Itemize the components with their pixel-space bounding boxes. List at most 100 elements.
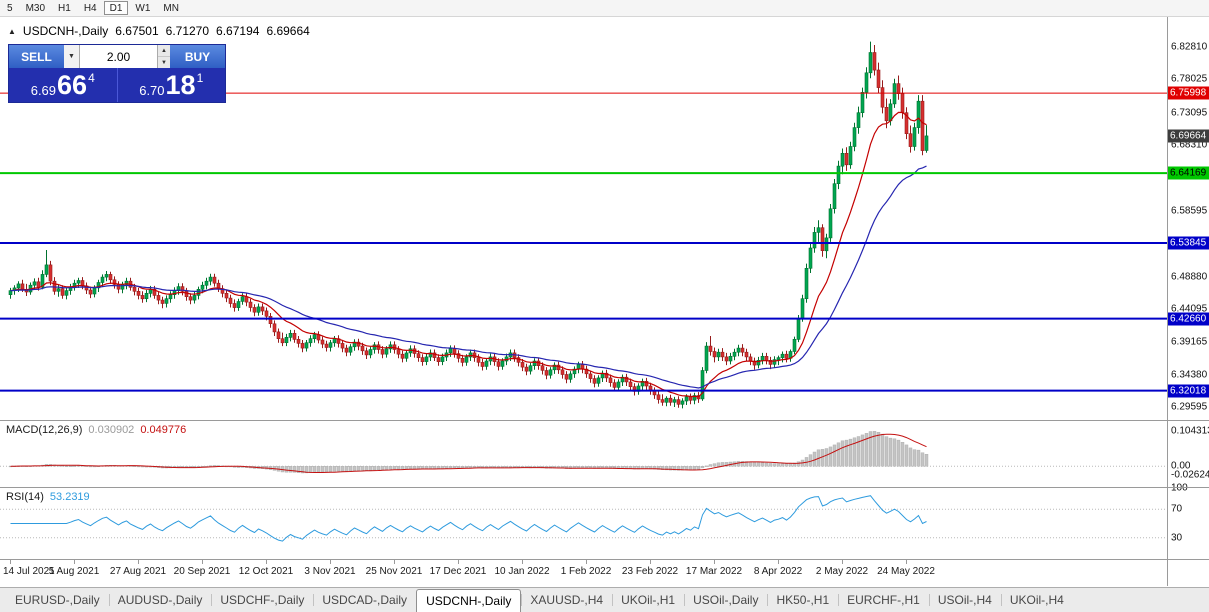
volume-increase-button[interactable]: ▲: [158, 45, 170, 57]
chart-tab-ukoil-h1[interactable]: UKOil-,H1: [612, 588, 684, 612]
price-axis-tick: 6.78025: [1171, 73, 1208, 85]
date-axis-label: 23 Feb 2022: [621, 566, 679, 577]
ohlc-close-value: 6.69664: [266, 24, 310, 38]
ma-fast-line: [10, 111, 927, 398]
buy-button[interactable]: BUY: [170, 45, 225, 68]
chart-tab-ukoil-h4[interactable]: UKOil-,H4: [1000, 588, 1073, 612]
buy-price-prefix: 6.70: [139, 83, 165, 98]
price-axis[interactable]: 6.828106.780256.730956.683106.635256.585…: [1167, 17, 1209, 586]
date-axis-label: 27 Aug 2021: [109, 566, 167, 577]
volume-dropdown-button[interactable]: ▼: [64, 45, 80, 68]
one-click-trading-panel: SELL ▼ ▲ ▼ BUY 6.69 66 4 6.70 18 1: [8, 44, 226, 103]
rsi-axis-tick: 30: [1171, 532, 1183, 544]
date-axis-label: 5 Aug 2021: [48, 566, 100, 577]
chart-tab-audusd-daily[interactable]: AUDUSD-,Daily: [108, 588, 212, 612]
date-axis[interactable]: 14 Jul 2021 5 Aug 2021 27 Aug 2021 20 Sep 2…: [0, 560, 1167, 586]
macd-name: MACD(12,26,9): [6, 424, 83, 436]
date-axis-tick: [74, 560, 75, 564]
one-click-collapse-icon[interactable]: ▲: [8, 26, 16, 36]
chart-tab-eurusd-daily[interactable]: EURUSD-,Daily: [15, 593, 100, 607]
chart-tab-usoil-h4[interactable]: USOil-,H4: [928, 588, 1001, 612]
timeframe-button-5[interactable]: 5: [7, 3, 13, 14]
price-axis-tick: 6.82810: [1171, 41, 1208, 53]
volume-decrease-button[interactable]: ▼: [158, 57, 170, 68]
panel-splitter[interactable]: [0, 420, 1209, 421]
timeframe-button-d1[interactable]: D1: [103, 1, 129, 15]
rsi-panel-chart[interactable]: [0, 488, 1167, 559]
price-axis-tick: 6.39165: [1171, 336, 1208, 348]
timeframe-button-m30[interactable]: M30: [25, 3, 46, 14]
volume-stepper: ▲ ▼: [157, 45, 170, 68]
rsi-axis-tick: 70: [1171, 503, 1183, 515]
chart-tab-xauusd-h4[interactable]: XAUUSD-,H4: [521, 588, 612, 612]
chevron-down-icon: ▼: [68, 53, 75, 60]
timeframe-button-h1[interactable]: H1: [58, 3, 71, 14]
macd-main-value: 0.030902: [88, 424, 135, 436]
sell-price[interactable]: 6.69 66 4: [9, 68, 117, 102]
date-axis-label: 1 Feb 2022: [560, 566, 612, 577]
buy-price[interactable]: 6.70 18 1: [116, 68, 226, 102]
macd-histogram: [8, 431, 929, 474]
chart-tab-usdcnh-daily[interactable]: USDCNH-,Daily: [416, 589, 522, 612]
price-level-label: 6.64169: [1168, 166, 1209, 180]
macd-axis-tick: 0.104313: [1171, 425, 1209, 437]
date-axis-label: 20 Sep 2021: [173, 566, 231, 577]
macd-panel-chart[interactable]: [0, 421, 1167, 487]
rsi-line: [10, 495, 927, 542]
date-axis-tick: [394, 560, 395, 564]
date-axis-tick: [714, 560, 715, 564]
sell-price-pips: 66: [57, 69, 88, 100]
ohlc-open-value: 6.67501: [115, 24, 159, 38]
chart-tab-eurchf-h1[interactable]: EURCHF-,H1: [838, 588, 929, 612]
date-axis-tick: [330, 560, 331, 564]
date-axis-tick: [266, 560, 267, 564]
date-axis-label: 3 Nov 2021: [304, 566, 356, 577]
ohlc-high-value: 6.71270: [165, 24, 210, 38]
price-axis-tick: 6.58595: [1171, 205, 1208, 217]
date-axis-label: 8 Apr 2022: [753, 566, 803, 577]
rsi-label: RSI(14) 53.2319: [6, 491, 90, 503]
date-axis-tick: [202, 560, 203, 564]
date-axis-label: 24 May 2022: [877, 566, 935, 577]
arrow-down-icon: ▼: [161, 59, 167, 66]
macd-axis-tick: 0.00: [1171, 460, 1191, 472]
sell-button[interactable]: SELL: [9, 45, 64, 68]
volume-field: [80, 45, 157, 68]
chart-header: ▲ USDCNH-,Daily 6.67501 6.71270 6.67194 …: [8, 24, 310, 38]
date-axis-tick: [10, 560, 11, 564]
date-axis-tick: [842, 560, 843, 564]
chart-tab-usdcad-daily[interactable]: USDCAD-,Daily: [313, 588, 416, 612]
panel-splitter[interactable]: [0, 487, 1209, 488]
macd-signal-line: [10, 433, 927, 473]
date-axis-label: 17 Mar 2022: [685, 566, 743, 577]
chart-tab-usdchf-daily[interactable]: USDCHF-,Daily: [211, 588, 313, 612]
date-axis-label: 10 Jan 2022: [494, 566, 550, 577]
chart-tab-hk50-h1[interactable]: HK50-,H1: [767, 588, 838, 612]
sell-price-point: 4: [88, 71, 95, 85]
arrow-up-icon: ▲: [161, 47, 167, 54]
timeframe-button-h4[interactable]: H4: [83, 3, 97, 14]
price-axis-tick: 6.68310: [1171, 139, 1208, 151]
date-axis-label: 2 May 2022: [815, 566, 869, 577]
date-axis-tick: [650, 560, 651, 564]
volume-input[interactable]: [80, 45, 157, 68]
price-axis-tick: 6.44095: [1171, 303, 1208, 315]
date-axis-label: 25 Nov 2021: [365, 566, 423, 577]
price-chart[interactable]: [0, 17, 1167, 420]
date-axis-tick: [458, 560, 459, 564]
chart-tab-bar: EURUSD-,Daily AUDUSD-,Daily USDCHF-,Daily U…: [0, 587, 1209, 612]
buy-price-pips: 18: [165, 69, 196, 100]
chart-tab-usoil-daily[interactable]: USOil-,Daily: [684, 588, 767, 612]
price-level-label: 6.42660: [1168, 312, 1209, 326]
date-axis-tick: [778, 560, 779, 564]
panel-splitter[interactable]: [0, 559, 1209, 560]
date-axis-tick: [906, 560, 907, 564]
price-level-label: 6.32018: [1168, 384, 1209, 398]
chart-symbol-label: USDCNH-,Daily: [22, 24, 109, 38]
macd-signal-value: 0.049776: [140, 424, 187, 436]
price-axis-tick: 6.34380: [1171, 369, 1208, 381]
timeframe-button-w1[interactable]: W1: [135, 3, 151, 14]
buy-price-point: 1: [196, 71, 204, 85]
timeframe-button-mn[interactable]: MN: [163, 3, 179, 14]
date-axis-tick: [138, 560, 139, 564]
